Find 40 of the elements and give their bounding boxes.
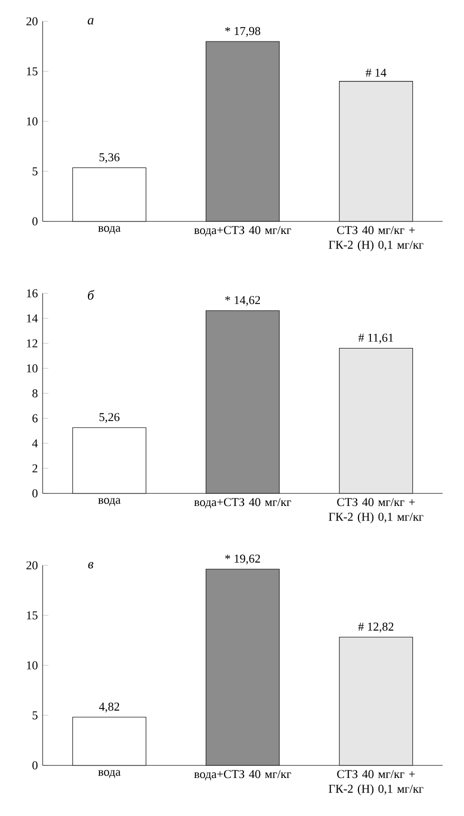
x-tick-label: вода bbox=[98, 226, 121, 234]
data-label: * 14,62 bbox=[225, 296, 260, 306]
y-tick-label: 4 bbox=[32, 439, 38, 448]
data-label: # 11,61 bbox=[358, 334, 394, 344]
x-tick-label: вода+СТЗ 40 мг/кг bbox=[194, 498, 292, 508]
y-tick-label: 20 bbox=[26, 561, 38, 570]
chart-title: б bbox=[88, 290, 94, 300]
y-tick-label: 16 bbox=[27, 289, 38, 298]
y-tick-label: 12 bbox=[27, 339, 38, 348]
data-label: 5,26 bbox=[100, 413, 120, 423]
x-tick-label: вода+СТЗ 40 мг/кг bbox=[194, 770, 292, 780]
y-tick-label: 0 bbox=[32, 761, 38, 770]
chart-title: а bbox=[88, 18, 94, 24]
x-tick-label: СТЗ 40 мг/кг + ГК-2 (Н) 0,1 мг/кг bbox=[328, 226, 424, 252]
y-tick-label: 0 bbox=[32, 489, 38, 498]
x-tick-label: вода+СТЗ 40 мг/кг bbox=[194, 226, 292, 236]
x-tick-label: вода bbox=[98, 498, 121, 506]
y-tick-label: 6 bbox=[32, 414, 38, 422]
y-tick-label: 10 bbox=[27, 117, 38, 126]
x-tick-label: вода bbox=[98, 770, 121, 778]
x-tick-label: СТЗ 40 мг/кг + ГК-2 (Н) 0,1 мг/кг bbox=[328, 498, 424, 524]
y-tick-label: 0 bbox=[32, 217, 38, 226]
y-tick-label: 14 bbox=[27, 314, 38, 322]
data-label: 5,36 bbox=[100, 153, 120, 164]
y-tick-label: 10 bbox=[27, 661, 38, 670]
y-tick-label: 2 bbox=[32, 464, 38, 472]
y-tick-label: 10 bbox=[27, 364, 38, 372]
data-label: * 17,98 bbox=[225, 26, 260, 37]
x-tick-label: СТЗ 40 мг/кг + ГК-2 (Н) 0,1 мг/кг bbox=[328, 770, 424, 796]
y-tick-label: 15 bbox=[27, 67, 38, 76]
y-tick-label: 5 bbox=[32, 711, 38, 720]
y-tick-label: 5 bbox=[32, 167, 38, 176]
chart-title: в bbox=[88, 562, 94, 568]
data-label: 4,82 bbox=[99, 702, 120, 712]
y-tick-label: 8 bbox=[32, 389, 38, 398]
data-label: # 14 bbox=[366, 68, 386, 77]
data-label: # 12,82 bbox=[358, 622, 394, 632]
y-tick-label: 20 bbox=[26, 17, 38, 26]
data-label: * 19,62 bbox=[225, 554, 260, 564]
y-tick-label: 15 bbox=[27, 611, 38, 620]
